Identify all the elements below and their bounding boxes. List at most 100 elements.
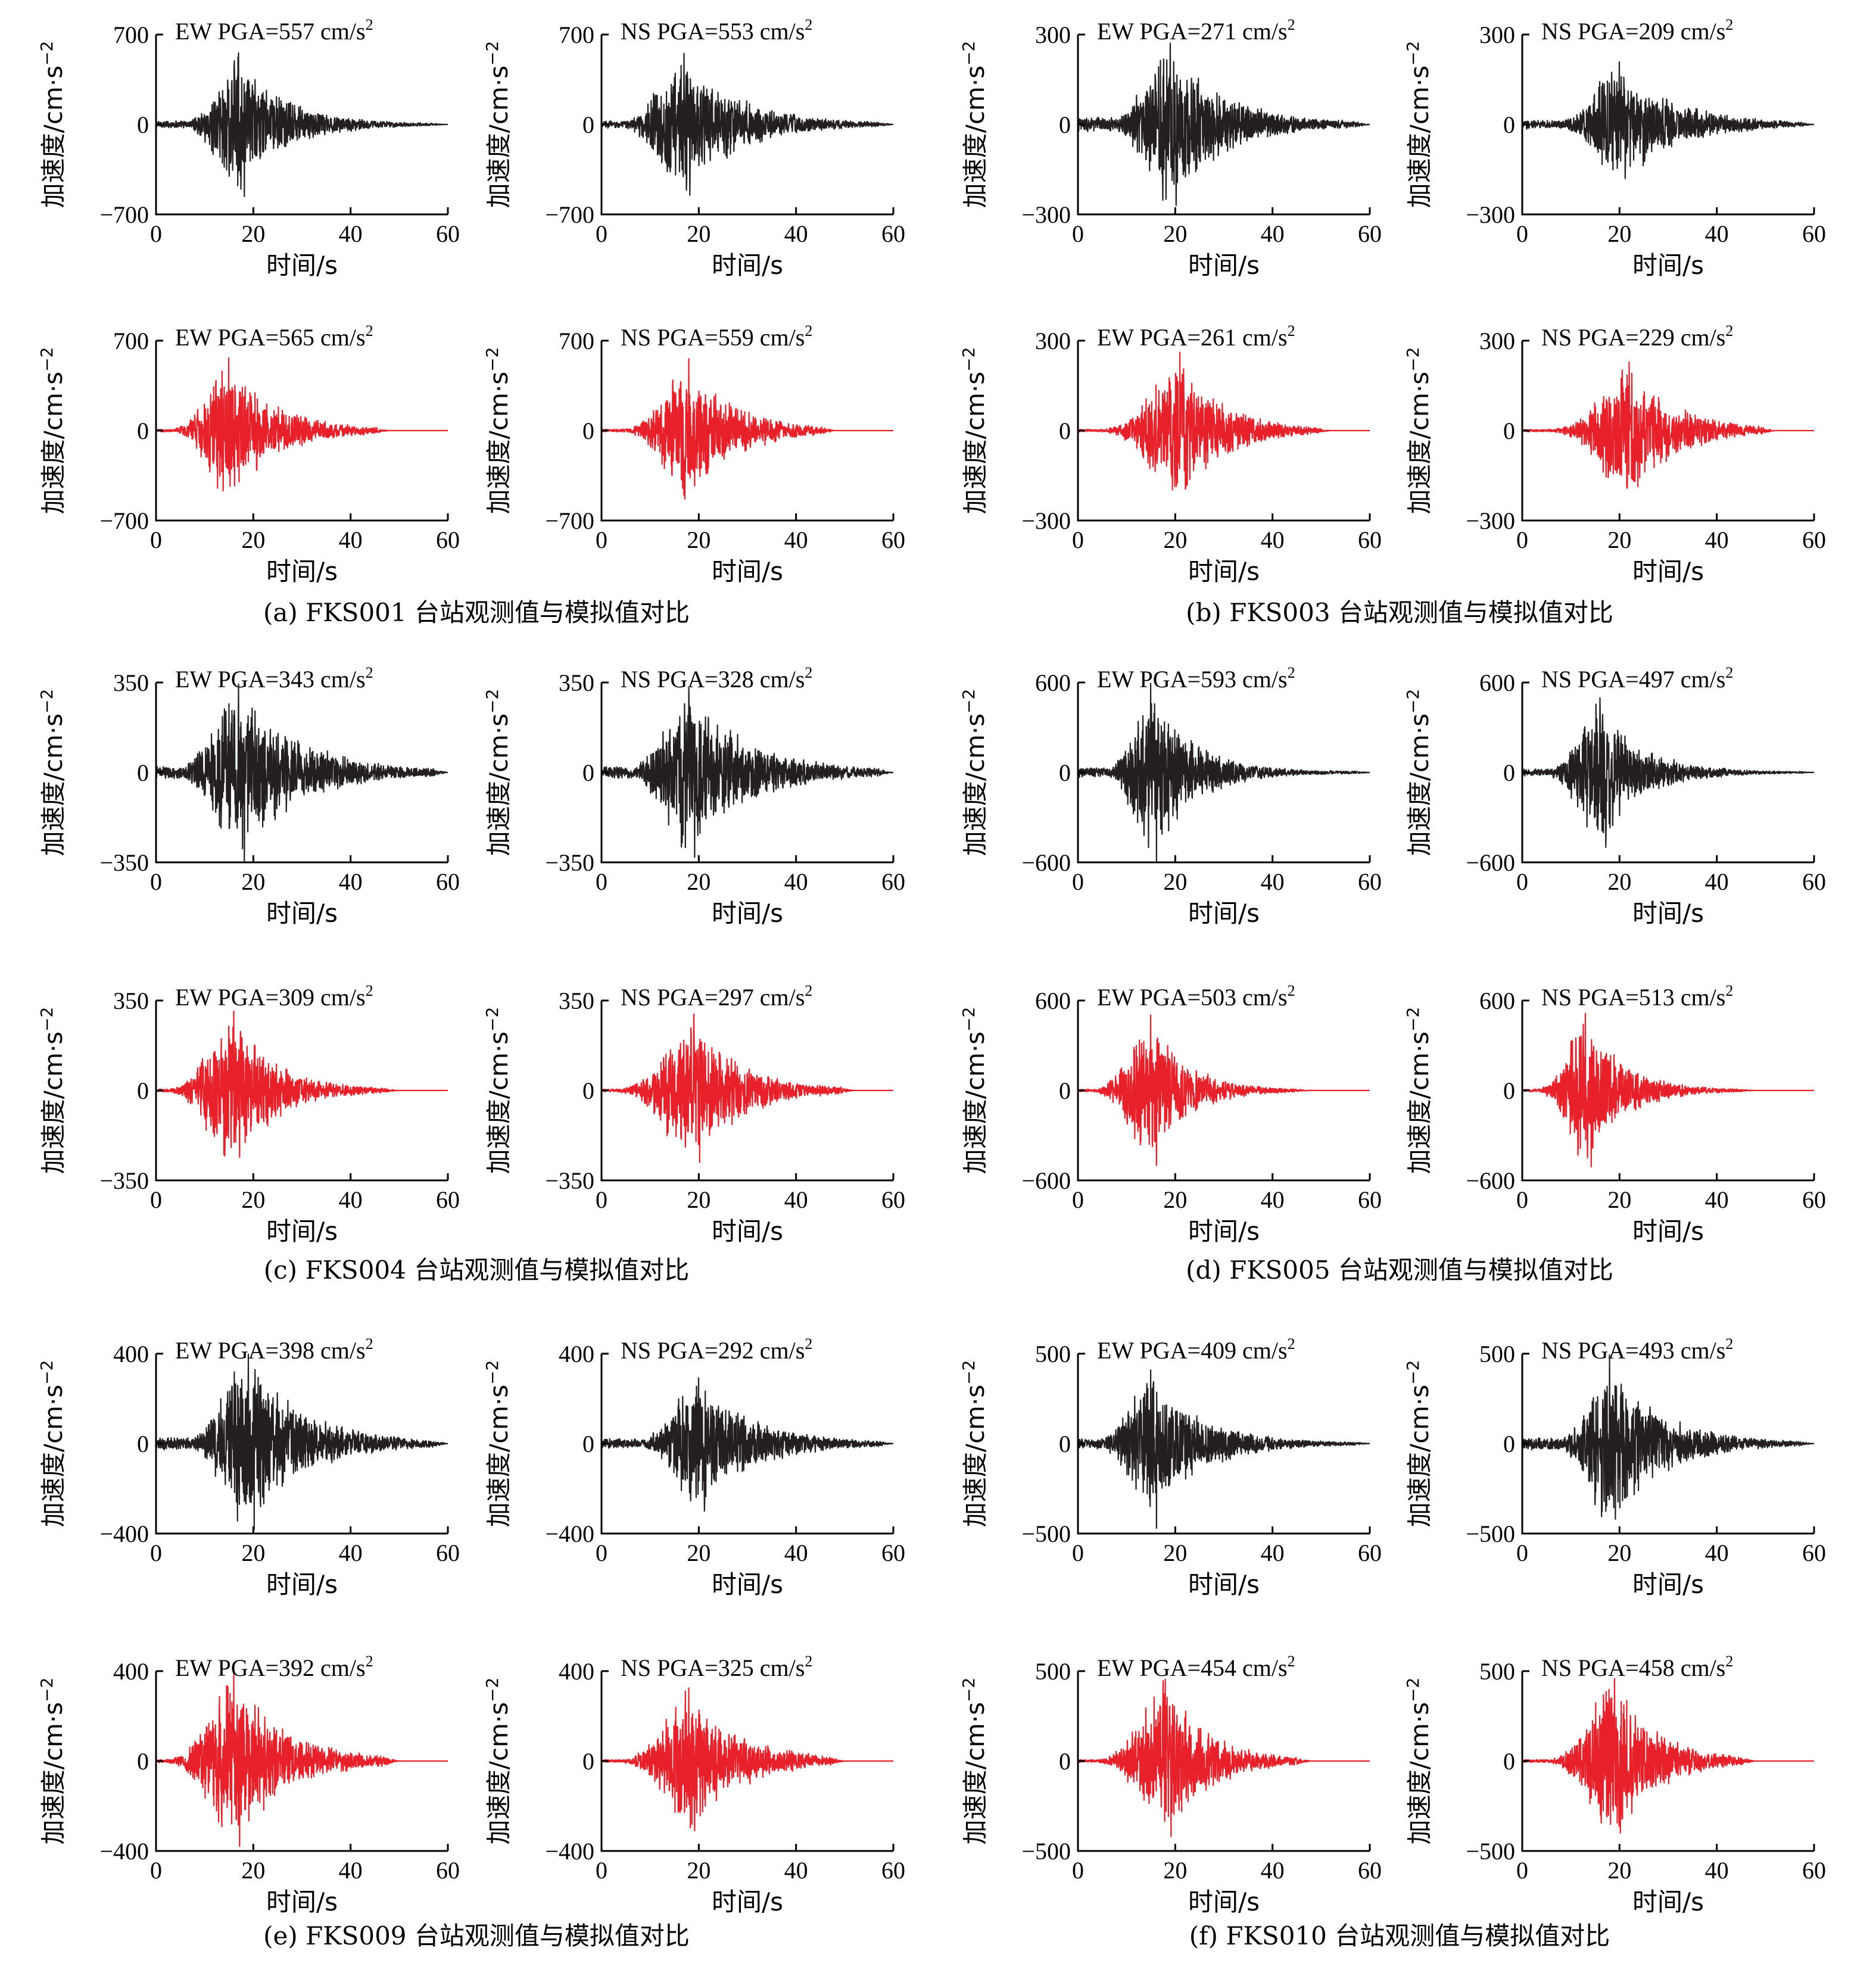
y-axis-label-exponent: −2 bbox=[1403, 41, 1423, 66]
y-axis-label-exponent: −2 bbox=[37, 1007, 57, 1031]
x-tick-label: 0 bbox=[150, 220, 162, 247]
panel-title: EW PGA=398 cm/s2 bbox=[175, 1335, 373, 1364]
waveform-series bbox=[1077, 1369, 1370, 1529]
y-tick-label: 0 bbox=[1503, 759, 1515, 786]
panel-title: NS PGA=559 cm/s2 bbox=[621, 322, 812, 351]
panel-title: EW PGA=261 cm/s2 bbox=[1097, 322, 1295, 351]
y-tick-label: −500 bbox=[1021, 1838, 1071, 1865]
x-tick-label: 40 bbox=[1705, 526, 1729, 553]
y-axis-label: 加速度/cm·s−2 bbox=[482, 1678, 513, 1845]
panel-title-text: NS PGA=497 cm/s bbox=[1541, 666, 1725, 693]
panel-title-text: NS PGA=559 cm/s bbox=[621, 324, 805, 351]
x-axis-label: 时间/s bbox=[1188, 1570, 1260, 1599]
x-tick-label: 60 bbox=[1802, 526, 1826, 553]
x-tick-label: 0 bbox=[596, 526, 607, 553]
y-tick-label: −300 bbox=[1021, 507, 1071, 534]
y-tick-label: 600 bbox=[1035, 669, 1071, 696]
y-axis-label: 加速度/cm·s−2 bbox=[959, 1007, 990, 1174]
y-axis-label: 加速度/cm·s−2 bbox=[959, 1360, 990, 1528]
x-axis-label: 时间/s bbox=[712, 899, 783, 928]
x-tick-label: 60 bbox=[1802, 220, 1826, 247]
y-axis-label: 加速度/cm·s−2 bbox=[959, 347, 990, 515]
panel-title-exponent: 2 bbox=[1288, 982, 1295, 999]
panel-title-exponent: 2 bbox=[1725, 664, 1733, 681]
y-axis-label-exponent: −2 bbox=[1403, 689, 1423, 713]
y-tick-label: 0 bbox=[582, 417, 594, 444]
y-tick-label: 700 bbox=[113, 328, 149, 354]
x-tick-label: 60 bbox=[1802, 868, 1826, 895]
panel-title-text: EW PGA=398 cm/s bbox=[175, 1337, 366, 1364]
y-axis-label-text: 加速度/cm·s bbox=[484, 372, 513, 514]
x-axis-label: 时间/s bbox=[266, 899, 338, 928]
y-axis-label-exponent: −2 bbox=[482, 689, 502, 713]
y-tick-label: 0 bbox=[137, 111, 149, 138]
y-tick-label: 0 bbox=[582, 759, 594, 786]
x-tick-label: 0 bbox=[1072, 220, 1084, 247]
x-tick-label: 60 bbox=[881, 1539, 905, 1566]
y-axis-label-text: 加速度/cm·s bbox=[961, 1385, 990, 1527]
panel-title: NS PGA=328 cm/s2 bbox=[621, 664, 812, 693]
y-axis-label-exponent: −2 bbox=[959, 1678, 978, 1702]
panel-title-text: EW PGA=392 cm/s bbox=[175, 1654, 366, 1681]
panel-title-exponent: 2 bbox=[366, 322, 373, 339]
x-tick-label: 20 bbox=[1163, 526, 1187, 553]
y-axis-label-text: 加速度/cm·s bbox=[484, 1031, 513, 1174]
y-axis-label-exponent: −2 bbox=[37, 41, 57, 66]
x-tick-label: 20 bbox=[1607, 1186, 1631, 1213]
x-axis-label: 时间/s bbox=[266, 557, 338, 586]
x-axis-label: 时间/s bbox=[266, 1887, 338, 1916]
x-axis-label: 时间/s bbox=[1632, 899, 1704, 928]
y-tick-label: −400 bbox=[99, 1520, 149, 1547]
y-axis-label-text: 加速度/cm·s bbox=[961, 1031, 990, 1174]
y-tick-label: −700 bbox=[545, 507, 594, 534]
subfigure-caption: (f) FKS010 台站观测值与模拟值对比 bbox=[1189, 1921, 1610, 1950]
y-axis-label-text: 加速度/cm·s bbox=[1405, 1031, 1434, 1174]
y-tick-label: −500 bbox=[1466, 1838, 1515, 1865]
panel-title-exponent: 2 bbox=[366, 1335, 373, 1352]
x-tick-label: 40 bbox=[339, 868, 363, 895]
x-tick-label: 60 bbox=[881, 1186, 905, 1213]
panel-title-text: NS PGA=229 cm/s bbox=[1541, 324, 1725, 351]
x-tick-label: 60 bbox=[436, 526, 460, 553]
y-tick-label: 350 bbox=[113, 669, 149, 696]
waveform-series bbox=[1077, 351, 1370, 491]
x-tick-label: 20 bbox=[1163, 1539, 1187, 1566]
x-tick-label: 20 bbox=[241, 1186, 265, 1213]
x-tick-label: 40 bbox=[784, 526, 808, 553]
y-axis-label-text: 加速度/cm·s bbox=[1405, 372, 1434, 514]
waveform-series bbox=[1521, 1678, 1815, 1834]
y-tick-label: 0 bbox=[1059, 1748, 1071, 1775]
y-axis-label-text: 加速度/cm·s bbox=[1405, 713, 1434, 856]
y-tick-label: 600 bbox=[1479, 669, 1515, 696]
x-tick-label: 0 bbox=[1072, 1186, 1084, 1213]
panel-title: EW PGA=454 cm/s2 bbox=[1097, 1653, 1295, 1681]
panel-title-text: NS PGA=292 cm/s bbox=[621, 1337, 805, 1364]
x-tick-label: 0 bbox=[150, 1186, 162, 1213]
y-tick-label: −350 bbox=[99, 849, 149, 876]
x-tick-label: 0 bbox=[150, 1539, 162, 1566]
x-tick-label: 40 bbox=[1261, 1857, 1285, 1884]
x-axis-label: 时间/s bbox=[266, 1570, 338, 1599]
x-tick-label: 20 bbox=[241, 526, 265, 553]
waveform-series bbox=[600, 1377, 894, 1512]
panel-title: EW PGA=409 cm/s2 bbox=[1097, 1335, 1295, 1364]
y-axis-label-exponent: −2 bbox=[1403, 347, 1423, 372]
y-axis-label-exponent: −2 bbox=[482, 1678, 502, 1702]
x-tick-label: 0 bbox=[150, 868, 162, 895]
y-axis-label-exponent: −2 bbox=[37, 1678, 57, 1702]
waveform-series bbox=[155, 357, 448, 492]
x-tick-label: 60 bbox=[1358, 220, 1382, 247]
y-tick-label: 0 bbox=[1059, 1431, 1071, 1457]
x-tick-label: 60 bbox=[1358, 1539, 1382, 1566]
x-tick-label: 0 bbox=[1516, 526, 1528, 553]
x-axis-label: 时间/s bbox=[266, 1217, 338, 1246]
waveform-series bbox=[155, 1353, 448, 1530]
y-axis-label-exponent: −2 bbox=[959, 689, 978, 713]
y-tick-label: 0 bbox=[1059, 417, 1071, 444]
y-tick-label: −400 bbox=[545, 1520, 594, 1547]
x-tick-label: 40 bbox=[1705, 1857, 1729, 1884]
y-axis-label-exponent: −2 bbox=[37, 1360, 57, 1385]
